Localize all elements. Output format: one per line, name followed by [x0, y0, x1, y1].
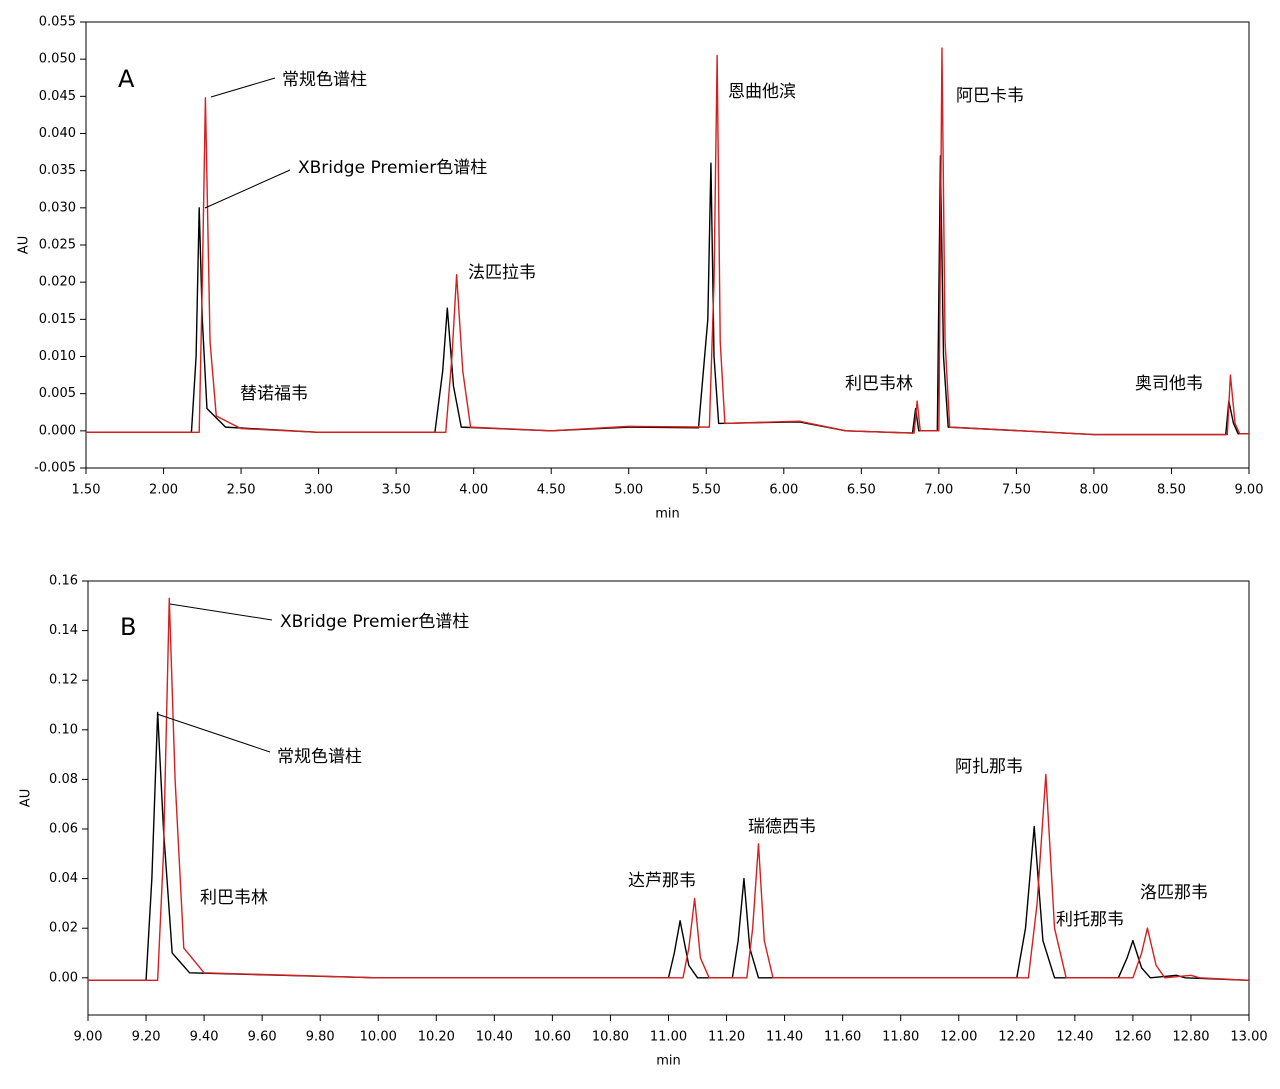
y-tick-label: 0.020 [39, 275, 76, 290]
x-tick-label: 6.00 [769, 483, 798, 498]
peak-label: 恩曲他滨 [728, 82, 796, 102]
x-tick-label: 11.80 [882, 1030, 919, 1045]
y-tick-label: 0.050 [39, 52, 76, 67]
peak-label: 洛匹那韦 [1140, 883, 1208, 903]
trace [88, 711, 1250, 981]
y-tick-label: 0.14 [49, 623, 78, 638]
x-tick-label: 8.50 [1157, 483, 1186, 498]
y-tick-label: 0.035 [39, 163, 76, 178]
x-tick-label: 12.60 [1114, 1030, 1151, 1045]
y-tick-label: 0.010 [39, 349, 76, 364]
peak-label: 法匹拉韦 [468, 263, 536, 283]
panel-label: A [118, 65, 135, 93]
trace [86, 47, 1249, 436]
x-tick-label: 12.40 [1056, 1030, 1093, 1045]
x-tick-label: 9.40 [190, 1030, 219, 1045]
series-label: XBridge Premier色谱柱 [298, 158, 487, 178]
x-tick-label: 2.00 [149, 483, 178, 498]
x-tick-label: 13.00 [1230, 1030, 1267, 1045]
callout-line [169, 603, 273, 621]
peak-label: 达芦那韦 [628, 871, 696, 891]
x-tick-label: 9.80 [306, 1030, 335, 1045]
peak-label: 阿巴卡韦 [956, 86, 1024, 106]
trace [88, 597, 1250, 981]
x-tick-label: 10.00 [360, 1030, 397, 1045]
callout-line [204, 169, 291, 209]
y-axis-label: AU [17, 236, 32, 254]
x-tick-label: 12.00 [940, 1030, 977, 1045]
x-tick-label: 9.20 [132, 1030, 161, 1045]
y-tick-label: 0.06 [49, 822, 78, 837]
panel-label: B [120, 613, 136, 641]
x-tick-label: 10.60 [534, 1030, 571, 1045]
peak-label: 替诺福韦 [240, 384, 308, 404]
y-tick-label: 0.16 [49, 574, 78, 589]
series-label: XBridge Premier色谱柱 [280, 612, 469, 632]
x-tick-label: 1.50 [72, 483, 101, 498]
x-tick-label: 11.40 [766, 1030, 803, 1045]
y-axis-label: AU [19, 789, 34, 807]
x-tick-label: 7.50 [1002, 483, 1031, 498]
y-tick-label: 0.015 [39, 312, 76, 327]
y-tick-label: 0.005 [39, 386, 76, 401]
x-tick-label: 10.80 [592, 1030, 629, 1045]
x-tick-label: 6.50 [847, 483, 876, 498]
plot-frame [87, 580, 1250, 1016]
x-tick-label: 3.00 [304, 483, 333, 498]
y-tick-label: 0.030 [39, 200, 76, 215]
x-axis-label: min [656, 1054, 681, 1069]
x-tick-label: 10.20 [418, 1030, 455, 1045]
x-tick-label: 8.00 [1079, 483, 1108, 498]
x-tick-label: 2.50 [227, 483, 256, 498]
peak-label: 奥司他韦 [1135, 374, 1203, 394]
y-tick-label: 0.025 [39, 238, 76, 253]
peak-label: 利巴韦林 [845, 374, 913, 394]
y-tick-label: 0.12 [49, 673, 78, 688]
callout-line [210, 77, 276, 98]
series-label: 常规色谱柱 [277, 747, 362, 767]
series-label: 常规色谱柱 [282, 70, 367, 90]
peak-label: 利托那韦 [1056, 910, 1124, 930]
x-tick-label: 12.20 [998, 1030, 1035, 1045]
y-tick-label: 0.04 [49, 871, 78, 886]
peak-label: 利巴韦林 [200, 888, 268, 908]
y-tick-label: 0.00 [49, 970, 78, 985]
y-tick-label: 0.045 [39, 89, 76, 104]
x-tick-label: 4.50 [537, 483, 566, 498]
x-tick-label: 4.00 [459, 483, 488, 498]
x-tick-label: 5.50 [692, 483, 721, 498]
x-tick-label: 7.00 [924, 483, 953, 498]
y-tick-label: 0.000 [39, 423, 76, 438]
x-tick-label: 9.00 [1235, 483, 1264, 498]
x-tick-label: 3.50 [382, 483, 411, 498]
y-tick-label: 0.040 [39, 126, 76, 141]
y-tick-label: 0.055 [39, 15, 76, 30]
x-tick-label: 12.80 [1172, 1030, 1209, 1045]
y-tick-label: 0.10 [49, 722, 78, 737]
x-tick-label: 11.20 [708, 1030, 745, 1045]
peak-label: 阿扎那韦 [955, 757, 1023, 777]
x-tick-label: 11.00 [650, 1030, 687, 1045]
x-tick-label: 9.60 [248, 1030, 277, 1045]
y-tick-label: 0.08 [49, 772, 78, 787]
y-tick-label: -0.005 [34, 461, 76, 476]
peak-label: 瑞德西韦 [748, 817, 816, 837]
y-tick-label: 0.02 [49, 921, 78, 936]
x-tick-label: 5.00 [614, 483, 643, 498]
x-tick-label: 10.40 [476, 1030, 513, 1045]
callout-line [156, 713, 271, 753]
x-tick-label: 9.00 [74, 1030, 103, 1045]
x-axis-label: min [655, 507, 680, 522]
x-tick-label: 11.60 [824, 1030, 861, 1045]
